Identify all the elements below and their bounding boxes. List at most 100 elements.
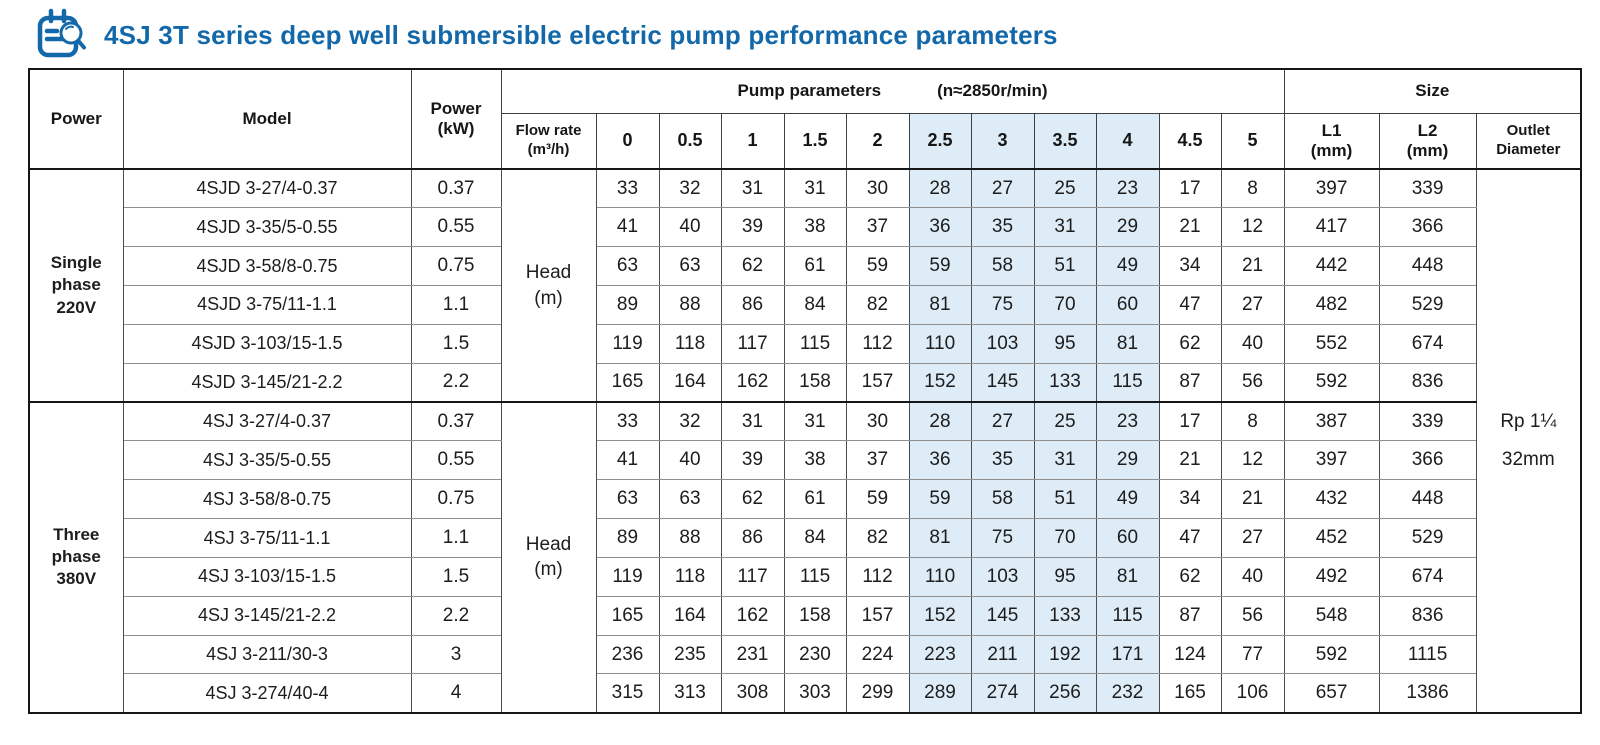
head-value-cell: 51 — [1033, 246, 1097, 287]
head-value-cell: 86 — [720, 285, 785, 325]
l1-cell: 482 — [1283, 285, 1380, 325]
title-row: 4SJ 3T series deep well submersible elec… — [0, 0, 1600, 64]
head-value-cell: 84 — [783, 518, 847, 558]
head-value-cell: 39 — [720, 440, 785, 481]
head-value-cell: 41 — [595, 440, 660, 481]
head-value-cell: 82 — [845, 285, 910, 325]
l2-cell: 836 — [1378, 362, 1477, 403]
head-value-cell: 63 — [658, 479, 722, 520]
head-value-cell: 77 — [1220, 634, 1285, 675]
head-value-cell: 36 — [908, 207, 972, 248]
head-value-cell: 145 — [970, 595, 1035, 636]
head-value-cell: 41 — [595, 207, 660, 248]
l1-header: L1 (mm) — [1283, 112, 1380, 170]
head-value-cell: 60 — [1095, 285, 1160, 325]
model-cell: 4SJD 3-145/21-2.2 — [122, 362, 412, 403]
head-value-cell: 51 — [1033, 479, 1097, 520]
model-cell: 4SJ 3-211/30-3 — [122, 634, 412, 675]
head-value-cell: 25 — [1033, 401, 1097, 442]
head-value-cell: 157 — [845, 362, 910, 403]
head-value-cell: 299 — [845, 673, 910, 714]
head-value-cell: 81 — [908, 518, 972, 558]
head-value-cell: 87 — [1158, 595, 1222, 636]
head-value-cell: 63 — [595, 246, 660, 287]
flow-value-header: 4.5 — [1158, 112, 1222, 170]
l2-cell: 366 — [1378, 440, 1477, 481]
model-header: Model — [122, 68, 412, 170]
head-value-cell: 17 — [1158, 401, 1222, 442]
model-cell: 4SJ 3-35/5-0.55 — [122, 440, 412, 481]
rotation-speed-label: (n≈2850r/min) — [937, 81, 1048, 101]
head-value-cell: 8 — [1220, 401, 1285, 442]
head-value-cell: 88 — [658, 518, 722, 558]
head-value-cell: 37 — [845, 440, 910, 481]
flow-value-header: 2 — [845, 112, 910, 170]
head-value-cell: 35 — [970, 207, 1035, 248]
head-value-cell: 61 — [783, 479, 847, 520]
head-value-cell: 62 — [720, 246, 785, 287]
head-value-cell: 30 — [845, 168, 910, 209]
head-value-cell: 49 — [1095, 479, 1160, 520]
head-value-cell: 39 — [720, 207, 785, 248]
head-value-cell: 35 — [970, 440, 1035, 481]
head-value-cell: 86 — [720, 518, 785, 558]
head-value-cell: 75 — [970, 285, 1035, 325]
head-value-cell: 34 — [1158, 246, 1222, 287]
head-value-cell: 62 — [1158, 556, 1222, 597]
head-value-cell: 27 — [970, 168, 1035, 209]
head-value-cell: 29 — [1095, 440, 1160, 481]
head-value-cell: 152 — [908, 595, 972, 636]
head-value-cell: 49 — [1095, 246, 1160, 287]
head-value-cell: 165 — [595, 595, 660, 636]
head-value-cell: 12 — [1220, 440, 1285, 481]
head-value-cell: 158 — [783, 595, 847, 636]
head-value-cell: 232 — [1095, 673, 1160, 714]
head-value-cell: 87 — [1158, 362, 1222, 403]
table-row: 4SJD 3-35/5-0.55 0.55 41 40 39 38 37 36 35 31 29 21… — [29, 207, 1581, 248]
head-value-cell: 29 — [1095, 207, 1160, 248]
head-value-cell: 162 — [720, 362, 785, 403]
head-value-cell: 70 — [1033, 518, 1097, 558]
flow-value-header: 5 — [1220, 112, 1285, 170]
l1-cell: 432 — [1283, 479, 1380, 520]
table-header: Power Model Power (kW) Pump parameters (… — [28, 68, 1582, 170]
head-value-cell: 81 — [1095, 323, 1160, 364]
head-value-cell: 89 — [595, 518, 660, 558]
head-value-cell: 103 — [970, 556, 1035, 597]
l1-cell: 552 — [1283, 323, 1380, 364]
head-value-cell: 31 — [783, 401, 847, 442]
l2-cell: 448 — [1378, 479, 1477, 520]
model-cell: 4SJ 3-58/8-0.75 — [122, 479, 412, 520]
head-value-cell: 112 — [845, 323, 910, 364]
head-value-cell: 308 — [720, 673, 785, 714]
head-value-cell: 32 — [658, 168, 722, 209]
l1-cell: 657 — [1283, 673, 1380, 714]
head-value-cell: 63 — [658, 246, 722, 287]
head-value-cell: 34 — [1158, 479, 1222, 520]
head-value-cell: 17 — [1158, 168, 1222, 209]
table-row: 4SJ 3-35/5-0.55 0.55 41 40 39 38 37 36 35 31 29 21 1… — [29, 440, 1581, 481]
head-value-cell: 84 — [783, 285, 847, 325]
l2-header: L2 (mm) — [1378, 112, 1477, 170]
head-value-cell: 256 — [1033, 673, 1097, 714]
head-value-cell: 235 — [658, 634, 722, 675]
head-value-cell: 162 — [720, 595, 785, 636]
head-value-cell: 110 — [908, 323, 972, 364]
head-value-cell: 27 — [1220, 518, 1285, 558]
head-value-cell: 95 — [1033, 323, 1097, 364]
head-value-cell: 145 — [970, 362, 1035, 403]
head-value-cell: 63 — [595, 479, 660, 520]
head-value-cell: 315 — [595, 673, 660, 714]
head-value-cell: 152 — [908, 362, 972, 403]
l2-cell: 674 — [1378, 556, 1477, 597]
head-value-cell: 21 — [1220, 479, 1285, 520]
l1-cell: 442 — [1283, 246, 1380, 287]
head-value-cell: 60 — [1095, 518, 1160, 558]
head-value-cell: 38 — [783, 207, 847, 248]
pump-parameters-header: Pump parameters (n≈2850r/min) — [500, 68, 1285, 114]
head-value-cell: 23 — [1095, 168, 1160, 209]
power-kw-cell: 1.1 — [410, 518, 502, 558]
model-cell: 4SJ 3-145/21-2.2 — [122, 595, 412, 636]
head-value-cell: 230 — [783, 634, 847, 675]
head-value-cell: 32 — [658, 401, 722, 442]
